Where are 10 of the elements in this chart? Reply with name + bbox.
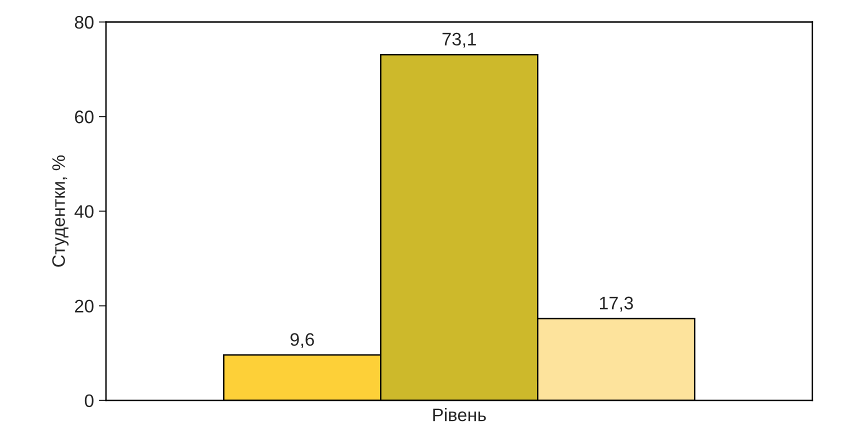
y-tick-label: 0: [84, 394, 94, 408]
y-axis-title: Студентки, %: [52, 155, 69, 267]
data-label: 9,6: [290, 333, 314, 348]
y-tick-label: 60: [75, 110, 94, 124]
y-tick-label: 80: [74, 16, 94, 29]
data-label: 17,3: [600, 296, 633, 312]
x-axis-title: Рівень: [433, 408, 486, 422]
y-tick-label: 20: [75, 300, 94, 313]
data-label: 73,1: [442, 32, 476, 48]
y-tick-label: 40: [74, 205, 94, 218]
